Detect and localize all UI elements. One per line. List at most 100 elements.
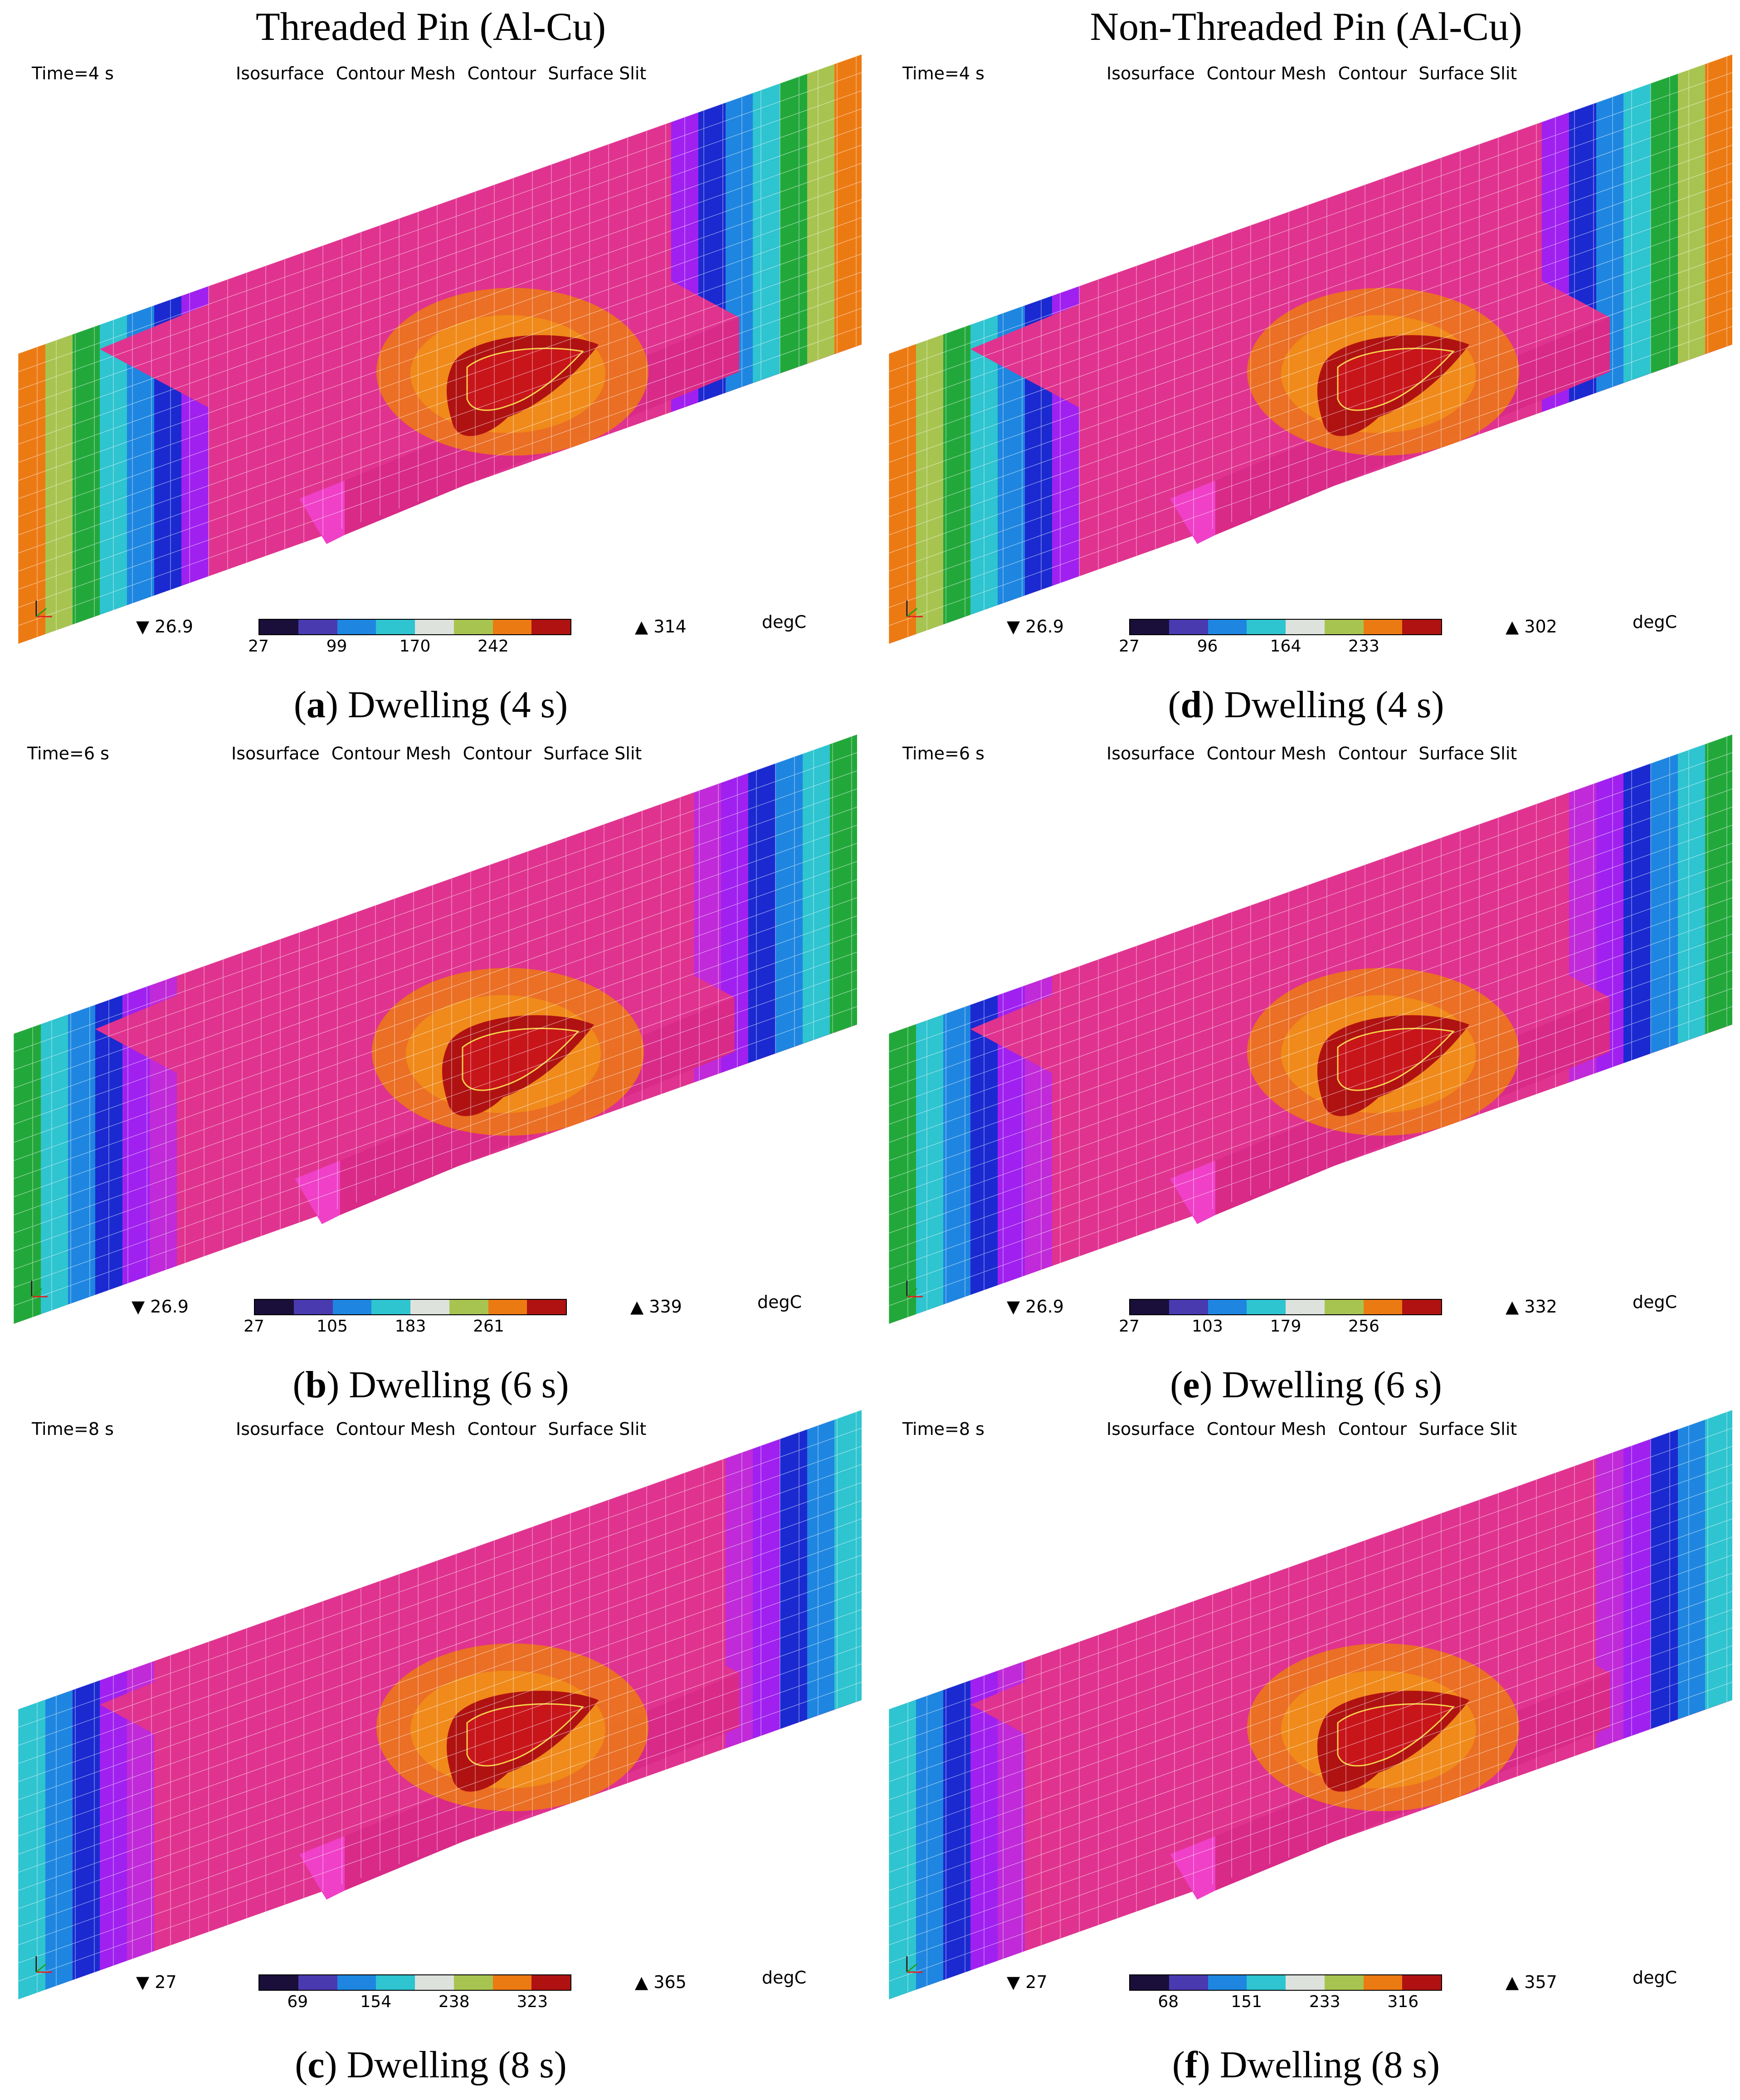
legend-swatch xyxy=(492,1975,532,1990)
toolbar-item-contour[interactable]: Contour xyxy=(463,744,532,763)
legend-swatch xyxy=(1286,1300,1325,1314)
legend-swatch xyxy=(1402,1300,1441,1314)
legend-swatch xyxy=(376,620,415,634)
legend-swatch xyxy=(1363,1975,1403,1990)
legend-swatch xyxy=(337,620,376,634)
legend-tick: 27 xyxy=(248,637,269,656)
color-legend xyxy=(1129,1974,1442,1991)
caption-e: (e) Dwelling (6 s) xyxy=(1170,1364,1442,1406)
toolbar-item-surface-slit[interactable]: Surface Slit xyxy=(548,63,647,83)
view-toolbar: Isosurface Contour Mesh Contour Surface Sli… xyxy=(1106,1419,1529,1439)
legend-swatch xyxy=(1363,620,1403,634)
caption-text: ) Dwelling (8 s) xyxy=(324,2044,567,2086)
legend-swatch xyxy=(492,620,532,634)
panel-e: Time=6 s Isosurface Contour Mesh Contour Su… xyxy=(889,734,1732,1360)
caption-letter: a xyxy=(306,684,326,726)
legend-tick: 170 xyxy=(399,637,431,656)
toolbar-item-surface-slit[interactable]: Surface Slit xyxy=(1418,744,1517,763)
legend-swatch xyxy=(259,1975,298,1990)
legend-swatch xyxy=(255,1300,294,1314)
legend-tick: 27 xyxy=(1119,637,1140,656)
legend-swatch xyxy=(298,620,337,634)
temperature-contour-render xyxy=(14,734,857,1324)
toolbar-item-isosurface[interactable]: Isosurface xyxy=(1106,1419,1195,1439)
toolbar-item-isosurface[interactable]: Isosurface xyxy=(1106,63,1195,83)
legend-swatch xyxy=(1363,1300,1403,1314)
caption-letter: f xyxy=(1184,2044,1198,2086)
toolbar-item-contour[interactable]: Contour xyxy=(1338,63,1407,83)
legend-tick: 323 xyxy=(517,1993,548,2011)
caption-letter: c xyxy=(307,2044,325,2086)
temperature-contour-render xyxy=(18,54,862,644)
view-toolbar: Isosurface Contour Mesh Contour Surface Sli… xyxy=(1106,63,1529,83)
unit-label: degC xyxy=(1633,612,1677,632)
toolbar-item-surface-slit[interactable]: Surface Slit xyxy=(1418,63,1517,83)
legend-swatch xyxy=(531,620,570,634)
toolbar-item-isosurface[interactable]: Isosurface xyxy=(236,1419,324,1439)
toolbar-item-surface-slit[interactable]: Surface Slit xyxy=(1418,1419,1517,1439)
legend-swatch xyxy=(337,1975,376,1990)
toolbar-item-contour[interactable]: Contour xyxy=(467,63,536,83)
color-legend xyxy=(258,1974,571,1991)
legend-swatch xyxy=(1208,1300,1247,1314)
min-temperature: ▼ 26.9 xyxy=(1007,1297,1064,1317)
time-label: Time=4 s xyxy=(32,63,114,83)
time-label: Time=8 s xyxy=(902,1419,985,1439)
unit-label: degC xyxy=(757,1292,802,1312)
legend-swatch xyxy=(332,1300,372,1314)
toolbar-item-contour[interactable]: Contour xyxy=(467,1419,536,1439)
axis-triad-icon xyxy=(906,601,923,617)
caption-text: ) Dwelling (4 s) xyxy=(325,684,568,726)
max-temperature: ▲ 302 xyxy=(1506,617,1557,637)
legend-swatch xyxy=(1286,1975,1325,1990)
toolbar-item-contour-mesh[interactable]: Contour Mesh xyxy=(331,744,451,763)
temperature-contour-render xyxy=(889,1410,1732,1999)
caption-text: ) Dwelling (8 s) xyxy=(1197,2044,1440,2086)
legend-swatch xyxy=(1169,1300,1208,1314)
toolbar-item-contour[interactable]: Contour xyxy=(1338,1419,1407,1439)
view-toolbar: Isosurface Contour Mesh Contour Surface Sli… xyxy=(236,1419,658,1439)
caption-c: (c) Dwelling (8 s) xyxy=(295,2044,567,2086)
max-temperature: ▲ 365 xyxy=(635,1972,687,1992)
legend-swatch xyxy=(1247,1300,1286,1314)
legend-swatch xyxy=(453,1975,493,1990)
legend-swatch xyxy=(531,1975,570,1990)
legend-swatch xyxy=(1324,1300,1364,1314)
unit-label: degC xyxy=(762,1968,807,1988)
legend-swatch xyxy=(488,1300,527,1314)
legend-tick: 105 xyxy=(317,1317,348,1336)
legend-swatch xyxy=(449,1300,488,1314)
temperature-contour-render xyxy=(889,54,1732,644)
min-temperature: ▼ 27 xyxy=(1007,1972,1048,1992)
legend-tick: 151 xyxy=(1231,1993,1262,2011)
caption-letter: e xyxy=(1183,1364,1200,1406)
time-label: Time=6 s xyxy=(902,744,985,763)
toolbar-item-surface-slit[interactable]: Surface Slit xyxy=(548,1419,647,1439)
toolbar-item-contour[interactable]: Contour xyxy=(1338,744,1407,763)
toolbar-item-surface-slit[interactable]: Surface Slit xyxy=(543,744,642,763)
toolbar-item-contour-mesh[interactable]: Contour Mesh xyxy=(336,63,456,83)
legend-tick: 183 xyxy=(395,1317,426,1336)
legend-swatch xyxy=(259,620,298,634)
legend-tick: 68 xyxy=(1158,1993,1179,2011)
legend-swatch xyxy=(1247,620,1286,634)
caption-f: (f) Dwelling (8 s) xyxy=(1172,2044,1440,2086)
toolbar-item-contour-mesh[interactable]: Contour Mesh xyxy=(336,1419,456,1439)
legend-tick: 164 xyxy=(1270,637,1301,656)
toolbar-item-isosurface[interactable]: Isosurface xyxy=(236,63,324,83)
color-legend xyxy=(1129,619,1442,635)
legend-swatch xyxy=(1324,620,1364,634)
right-column-title: Non-Threaded Pin (Al-Cu) xyxy=(1090,5,1522,49)
toolbar-item-isosurface[interactable]: Isosurface xyxy=(231,744,320,763)
toolbar-item-isosurface[interactable]: Isosurface xyxy=(1106,744,1195,763)
legend-swatch xyxy=(415,620,454,634)
temperature-contour-render xyxy=(889,734,1732,1324)
min-temperature: ▼ 26.9 xyxy=(136,617,193,637)
legend-ticks: 27 103 179 256 xyxy=(1119,1317,1442,1337)
toolbar-item-contour-mesh[interactable]: Contour Mesh xyxy=(1206,63,1326,83)
legend-tick: 27 xyxy=(1119,1317,1140,1336)
toolbar-item-contour-mesh[interactable]: Contour Mesh xyxy=(1206,744,1326,763)
legend-tick: 96 xyxy=(1197,637,1218,656)
toolbar-item-contour-mesh[interactable]: Contour Mesh xyxy=(1206,1419,1326,1439)
color-legend xyxy=(1129,1299,1442,1315)
